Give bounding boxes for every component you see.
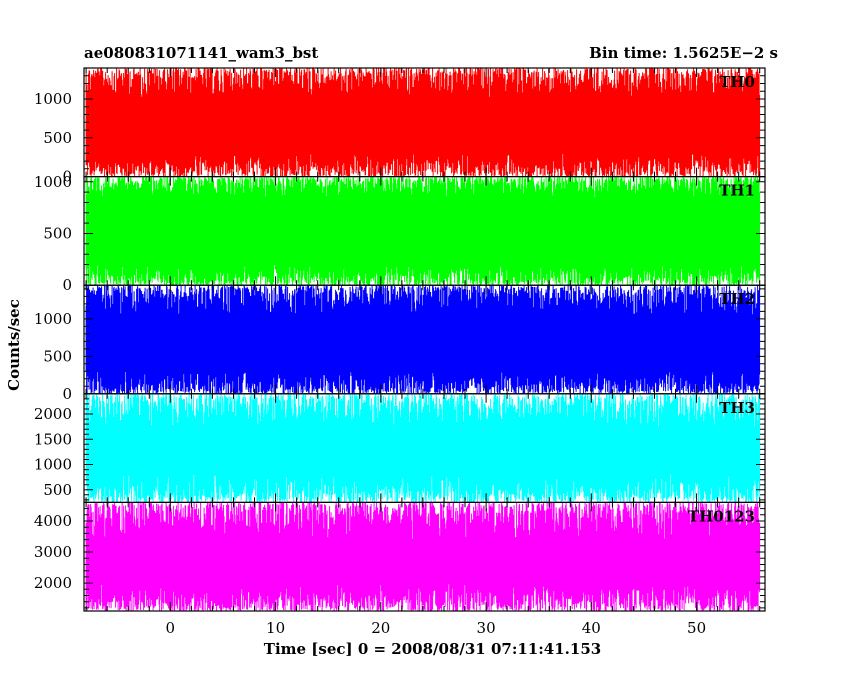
- y-tick-label-th3: 2000: [34, 405, 72, 423]
- chart-title: ae080831071141_wam3_bst: [84, 44, 319, 62]
- panel-name-th0: TH0: [719, 73, 755, 91]
- x-tick-label: 40: [582, 619, 601, 637]
- series-th3-trace: [85, 393, 761, 503]
- y-tick-label-th0: 0: [62, 168, 72, 186]
- bin-time-label: Bin time: 1.5625E−2 s: [589, 44, 778, 62]
- y-tick-label-th0: 1000: [34, 90, 72, 108]
- panel-name-th2: TH2: [719, 290, 755, 308]
- y-tick-label-th1: 1000: [34, 173, 72, 191]
- panel-name-th1: TH1: [719, 182, 755, 200]
- y-tick-label-th0123: 3000: [34, 543, 72, 561]
- y-tick-label-th3: 500: [43, 481, 72, 499]
- y-tick-label-th1: 500: [43, 225, 72, 243]
- y-tick-label-th3: 1000: [34, 456, 72, 474]
- y-tick-label-th3: 1500: [34, 430, 72, 448]
- y-tick-label-th2: 1000: [34, 310, 72, 328]
- panel-name-th3: TH3: [719, 399, 755, 417]
- x-tick-label: 20: [371, 619, 390, 637]
- x-ticks-th3: [85, 393, 761, 503]
- y-tick-label-th0123: 2000: [34, 574, 72, 592]
- x-axis-label: Time [sec] 0 = 2008/08/31 07:11:41.153: [263, 640, 602, 658]
- series-th1-trace: [85, 176, 761, 286]
- x-tick-label: 50: [687, 619, 706, 637]
- y-tick-label-th2: 0: [62, 385, 72, 403]
- panel-name-th0123: TH0123: [688, 507, 755, 525]
- series-th2-trace: [85, 285, 761, 394]
- y-axis-label: Counts/sec: [5, 299, 23, 391]
- y-tick-label-th2: 500: [43, 347, 72, 365]
- x-ticks-th0123: [85, 502, 761, 611]
- y-tick-label-th1: 0: [62, 276, 72, 294]
- x-ticks-th0: [85, 68, 761, 177]
- series-th0123-trace: [85, 502, 761, 611]
- y-tick-label-th0123: 4000: [34, 512, 72, 530]
- x-tick-label: 30: [477, 619, 496, 637]
- x-tick-label: 0: [166, 619, 176, 637]
- y-tick-label-th0: 500: [43, 129, 72, 147]
- series-th0-trace: [85, 68, 761, 177]
- x-tick-label: 10: [266, 619, 285, 637]
- x-ticks-th2: [85, 285, 761, 394]
- panel-frame-th0123: [83, 501, 766, 612]
- x-ticks-th1: [85, 176, 761, 286]
